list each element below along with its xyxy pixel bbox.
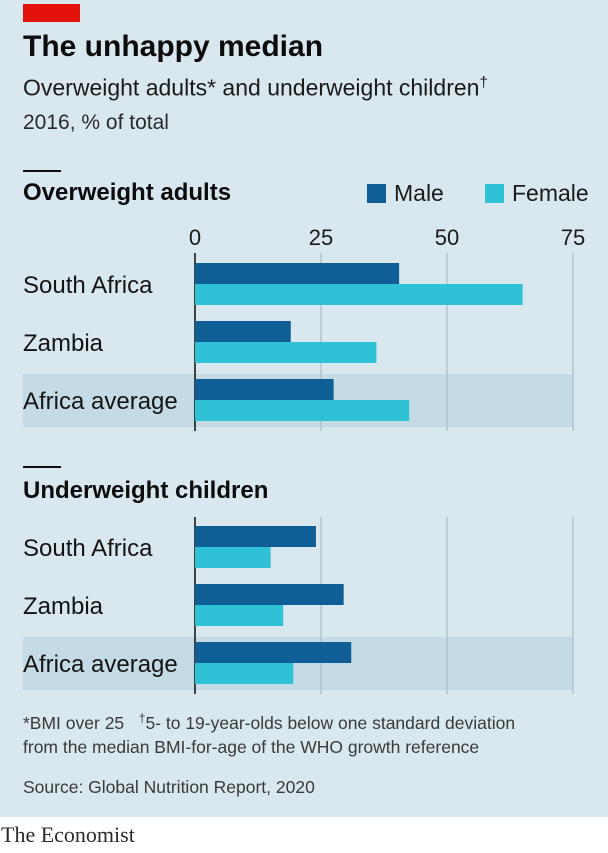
category-label-underweight-children-zambia: Zambia [23, 593, 104, 620]
bar-underweight-children-africa-average-female [195, 663, 294, 684]
bar-underweight-children-africa-average-male [195, 642, 352, 663]
bar-underweight-children-zambia-female [195, 605, 284, 626]
panel-title-underweight: Underweight children [23, 477, 269, 504]
bar-overweight-adults-zambia-male [195, 321, 291, 342]
bar-overweight-adults-africa-average-male [195, 379, 334, 400]
chart-svg: 0 25 50 75 South Africa Zambia Africa average S… [23, 225, 585, 694]
category-label-overweight-adults-south-africa: South Africa [23, 272, 153, 299]
category-label-overweight-adults-zambia: Zambia [23, 330, 104, 357]
footnote-age-line2: from the median BMI-for-age of the WHO g… [23, 737, 480, 757]
footnote-dagger: † [138, 711, 146, 725]
chart-title: The unhappy median [23, 30, 324, 63]
legend-label-male: Male [394, 180, 444, 206]
brand-red-tag [23, 4, 80, 22]
brand-wordmark: The Economist [1, 822, 135, 847]
footnote-age-line1: 5- to 19-year-olds below one standard de… [145, 712, 516, 733]
bar-underweight-children-south-africa-female [195, 547, 271, 568]
category-label-underweight-children-south-africa: South Africa [23, 535, 153, 562]
category-label-underweight-children-africa-average: Africa average [23, 651, 178, 678]
x-tick-label-25: 25 [309, 225, 333, 250]
legend-label-female: Female [512, 180, 589, 206]
chart-subtitle: Overweight adults* and underweight child… [23, 74, 488, 102]
subtitle-dagger: † [479, 74, 488, 91]
bar-overweight-adults-africa-average-female [195, 400, 410, 421]
legend-item-female: Female [485, 180, 589, 207]
category-label-overweight-adults-africa-average: Africa average [23, 388, 178, 415]
bar-underweight-children-south-africa-male [195, 526, 316, 547]
legend-swatch-male [367, 184, 386, 203]
section-rule-overweight [23, 170, 61, 172]
footnote-bmi: *BMI over 25 [23, 712, 125, 733]
bar-underweight-children-zambia-male [195, 584, 344, 605]
bar-overweight-adults-south-africa-female [195, 284, 523, 305]
legend-swatch-female [485, 184, 504, 203]
chart-units: 2016, % of total [23, 111, 169, 134]
subtitle-text: Overweight adults* and underweight child… [23, 74, 480, 101]
x-tick-label-75: 75 [561, 225, 585, 250]
x-tick-label-0: 0 [189, 225, 201, 250]
bar-overweight-adults-south-africa-male [195, 263, 400, 284]
footnote-line-1: *BMI over 25 †5- to 19-year-olds below o… [23, 711, 515, 734]
panel-title-overweight: Overweight adults [23, 179, 232, 206]
section-rule-underweight [23, 466, 61, 468]
bar-overweight-adults-zambia-female [195, 342, 377, 363]
source-note: Source: Global Nutrition Report, 2020 [23, 777, 315, 797]
x-tick-label-50: 50 [435, 225, 459, 250]
legend-item-male: Male [367, 180, 444, 207]
